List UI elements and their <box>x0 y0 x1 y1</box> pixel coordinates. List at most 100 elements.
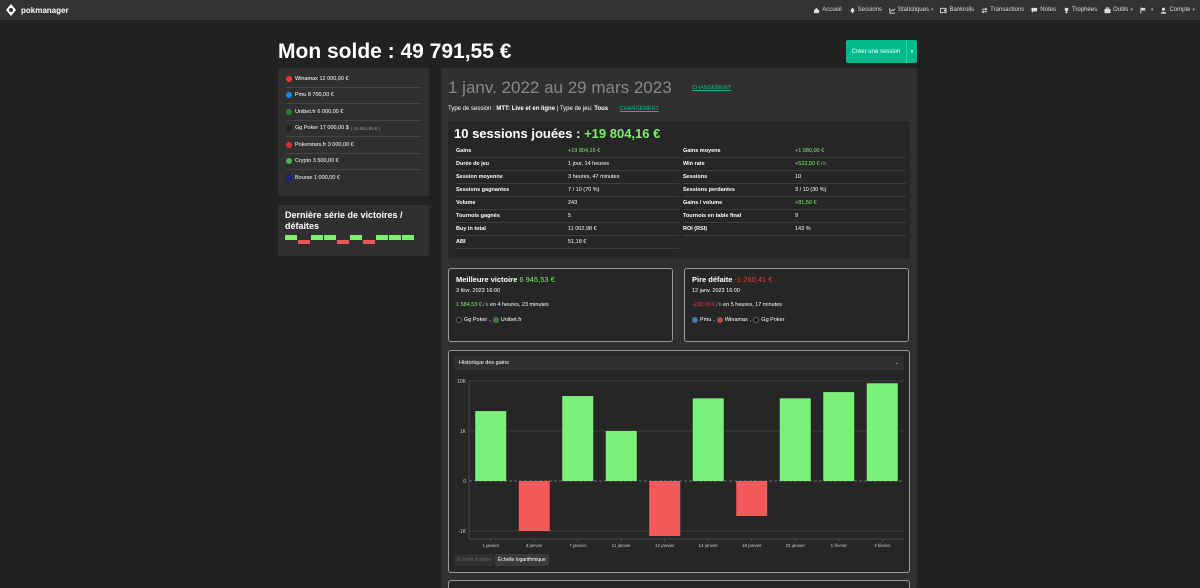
brand[interactable]: pokmanager <box>5 4 69 16</box>
create-session-label: Créer une session <box>851 48 901 55</box>
stat-label: Sessions gagnantes <box>456 187 510 193</box>
streak-loss <box>337 235 350 244</box>
stat-row: Gains / volume +81,50 € <box>683 197 906 210</box>
bar <box>779 398 811 481</box>
wallet-icon <box>940 7 948 13</box>
gains-bar-chart: 10K 1K 0 -1K 1 janvier 3 janvier 7 janvier 11 j… <box>457 379 904 548</box>
x-tick-label: 18 janvier <box>742 543 762 548</box>
x-tick-label: 12 janvier <box>655 543 675 548</box>
stats-card: 10 sessions jouées : +19 804,16 € Gains +… <box>448 121 910 259</box>
x-tick-label: 1 janvier <box>482 543 500 548</box>
stat-row: Sessions gagnantes 7 / 10 (70 %) <box>456 184 679 197</box>
bankroll-logo-icon <box>286 108 292 115</box>
user-icon <box>1161 7 1167 14</box>
nav-item-label: Outils <box>1113 7 1129 13</box>
chart-type-select[interactable]: Historique des gains ⌄ <box>454 356 904 370</box>
room-name: Gg Poker <box>464 317 488 323</box>
best-win-hourly: 1 584,53 € <box>456 302 482 308</box>
best-win-card: Meilleure victoire 6 945,53 € 3 févr. 20… <box>448 268 673 342</box>
spade-icon <box>850 6 855 13</box>
best-win-date: 3 févr. 2023 16:00 <box>456 288 501 294</box>
bankroll-item[interactable]: Crypto 3 500,00 € <box>286 154 421 170</box>
stat-label: Gains / volume <box>683 200 723 206</box>
nav-item-statistiques[interactable]: Statistiques ▾ <box>889 7 933 14</box>
stat-value-text: 243 <box>568 200 578 206</box>
bankroll-converted: ( 15 591,55 € ) <box>350 125 381 131</box>
bankroll-item[interactable]: Bourse 1 000,00 € <box>286 170 421 187</box>
worst-loss-date: 12 janv. 2023 16:00 <box>692 288 740 294</box>
bankroll-item[interactable]: Pmu 8 700,00 € <box>286 88 421 104</box>
nav-item-language[interactable]: ▾ <box>1140 6 1153 14</box>
room-name: Winamax <box>724 317 748 323</box>
streak-win <box>376 235 389 244</box>
bankroll-logo-icon <box>286 158 292 165</box>
session-type-label: Type de session : <box>448 106 495 112</box>
caret-down-icon: ▾ <box>1192 7 1195 13</box>
nav-item-transactions[interactable]: Transactions <box>981 7 1024 14</box>
change-period-link[interactable]: CHANGEMENT <box>692 85 732 91</box>
navbar: pokmanager Accueil Sessions Statistiques ▾ B… <box>0 0 1200 20</box>
nav-item-troph-es[interactable]: Trophées <box>1063 7 1097 14</box>
best-win-rate: 1 584,53 € / h en 4 heures, 23 minutes <box>456 302 665 308</box>
bankroll-name: Pmu <box>295 92 307 99</box>
stat-label: Durée de jeu <box>456 161 490 167</box>
change-filter-link[interactable]: CHANGEMENT <box>619 106 659 112</box>
best-win-duration: en 4 heures, 23 minutes <box>488 302 549 308</box>
room-separator: , <box>713 317 715 323</box>
stat-label: Gains <box>456 148 472 154</box>
nav-item-label: Trophées <box>1071 7 1098 13</box>
x-tick-label: 11 janvier <box>612 543 632 548</box>
comment-icon <box>1031 7 1038 13</box>
stat-value-text: 1 jour, 14 heures <box>568 161 609 167</box>
log-scale-button[interactable]: Échelle logarithmique <box>494 554 549 566</box>
game-type-value: Tous <box>594 106 609 112</box>
stat-value: 11 002,98 € <box>568 226 597 232</box>
worst-loss-amount: -1 260,41 € <box>734 275 773 284</box>
date-range: 1 janv. 2022 au 29 mars 2023 <box>448 78 672 97</box>
nav-item-notes[interactable]: Notes <box>1031 7 1056 14</box>
bankroll-item[interactable]: Pokerstars.fr 3 000,00 € <box>286 137 421 154</box>
bar <box>736 481 768 516</box>
y-tick-label: 1K <box>460 429 467 435</box>
stat-row: Sessions perdantes 3 / 10 (30 %) <box>683 184 906 197</box>
chart-select-value: Historique des gains <box>459 360 509 366</box>
create-session-dropdown-toggle[interactable]: ▾ <box>906 40 917 63</box>
stat-label: Tournois en table final <box>683 213 742 219</box>
stat-value-text: +19 804,16 € <box>568 148 601 154</box>
room-separator: , <box>489 317 491 323</box>
bankroll-item[interactable]: Gg Poker 17 000,00 $( 15 591,55 € ) <box>286 121 421 137</box>
bar <box>649 481 681 537</box>
best-win-rooms: Gg Poker , Unibet.fr <box>456 317 665 323</box>
room-logo-icon <box>716 317 723 323</box>
stat-value: +19 804,16 € <box>568 148 600 154</box>
create-session-button[interactable]: Créer une session ▾ <box>846 40 917 63</box>
bankroll-name: Pokerstars.fr <box>295 141 327 148</box>
stat-value-text: 143 % <box>795 226 811 232</box>
room-logo-icon <box>492 317 499 323</box>
worst-loss-hourly: -238,09 € <box>692 302 716 308</box>
nav-item-compte[interactable]: Compte ▾ <box>1160 7 1195 14</box>
stat-label: Buy in total <box>456 226 486 232</box>
scale-button-group: Échelle linéaire Échelle logarithmique <box>454 554 549 566</box>
nav-item-bankrolls[interactable]: Bankrolls <box>940 7 974 14</box>
stat-value: 1 jour, 14 heures <box>568 161 609 167</box>
filter-line: Type de session : MTT: Live et en ligne … <box>448 106 659 112</box>
stat-row: Session moyenne 3 heures, 47 minutes <box>456 171 679 184</box>
stat-row: Durée de jeu 1 jour, 14 heures <box>456 158 679 171</box>
nav-item-label: Sessions <box>857 7 882 13</box>
worst-loss-rate-unit: / h <box>715 302 722 307</box>
caret-down-icon: ▾ <box>1130 7 1133 13</box>
linear-scale-button[interactable]: Échelle linéaire <box>454 554 494 566</box>
streak-loss <box>363 235 376 244</box>
stat-row: Win rate +522,50 € / h <box>683 158 906 171</box>
x-tick-label: 3 février <box>874 543 891 548</box>
bankroll-item[interactable]: Winamax 12 000,00 € <box>286 71 421 88</box>
nav-item-sessions[interactable]: Sessions <box>849 6 882 14</box>
bankroll-item[interactable]: Unibet.fr 6 000,00 € <box>286 104 421 121</box>
trophy-icon <box>1064 7 1069 13</box>
stat-value: +81,50 € <box>795 200 817 206</box>
sessions-played-label: 10 sessions jouées : <box>454 126 585 141</box>
bankroll-amount: 8 700,00 € <box>307 92 334 99</box>
nav-item-accueil[interactable]: Accueil <box>813 7 842 14</box>
nav-item-outils[interactable]: Outils ▾ <box>1104 6 1133 14</box>
